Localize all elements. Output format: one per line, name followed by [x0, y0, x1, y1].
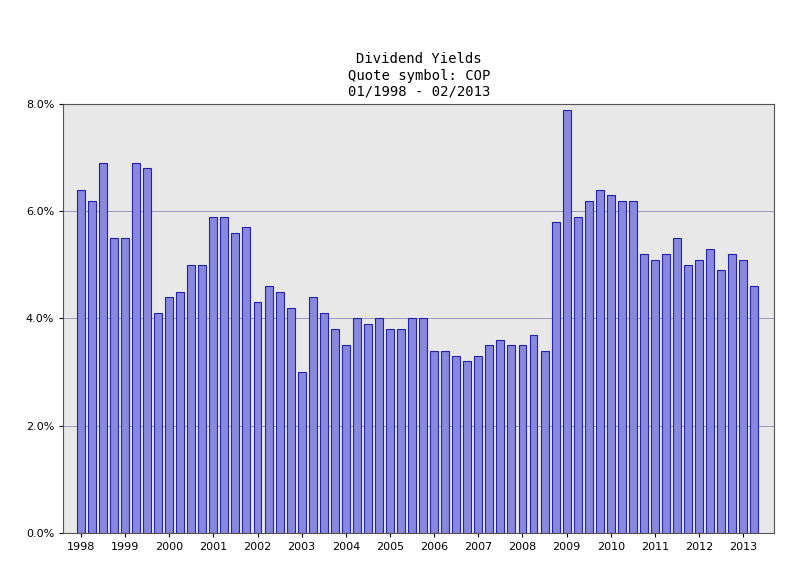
Bar [243, 228, 250, 533]
Bar [618, 201, 626, 533]
Bar [629, 201, 637, 533]
Bar [717, 270, 725, 533]
Bar [165, 297, 173, 533]
Bar [442, 350, 450, 533]
Bar [585, 201, 592, 533]
Bar [187, 265, 195, 533]
Bar [474, 356, 482, 533]
Bar [750, 287, 758, 533]
Bar [320, 313, 328, 533]
Bar [496, 340, 504, 533]
Bar [386, 329, 394, 533]
Bar [276, 292, 284, 533]
Bar [540, 350, 548, 533]
Bar [287, 308, 295, 533]
Bar [397, 329, 405, 533]
Bar [574, 217, 581, 533]
Bar [529, 335, 537, 533]
Bar [220, 217, 228, 533]
Bar [143, 168, 151, 533]
Bar [231, 233, 239, 533]
Bar [132, 163, 140, 533]
Bar [88, 201, 96, 533]
Bar [684, 265, 692, 533]
Bar [507, 345, 515, 533]
Bar [518, 345, 526, 533]
Bar [452, 356, 461, 533]
Bar [463, 361, 472, 533]
Bar [121, 238, 129, 533]
Bar [331, 329, 339, 533]
Bar [154, 313, 162, 533]
Bar [640, 254, 648, 533]
Bar [607, 195, 615, 533]
Bar [110, 238, 118, 533]
Bar [298, 372, 306, 533]
Bar [551, 222, 559, 533]
Bar [408, 318, 416, 533]
Bar [342, 345, 350, 533]
Bar [254, 302, 261, 533]
Title: Dividend Yields
Quote symbol: COP
01/1998 - 02/2013: Dividend Yields Quote symbol: COP 01/199… [348, 53, 490, 99]
Bar [695, 259, 703, 533]
Bar [353, 318, 361, 533]
Bar [706, 249, 714, 533]
Bar [651, 259, 659, 533]
Bar [662, 254, 670, 533]
Bar [77, 190, 85, 533]
Bar [364, 324, 372, 533]
Bar [739, 259, 747, 533]
Bar [562, 109, 570, 533]
Bar [198, 265, 206, 533]
Bar [99, 163, 107, 533]
Bar [728, 254, 736, 533]
Bar [265, 287, 273, 533]
Bar [209, 217, 217, 533]
Bar [375, 318, 383, 533]
Bar [176, 292, 184, 533]
Bar [485, 345, 493, 533]
Bar [419, 318, 427, 533]
Bar [596, 190, 604, 533]
Bar [673, 238, 681, 533]
Bar [309, 297, 317, 533]
Bar [431, 350, 438, 533]
